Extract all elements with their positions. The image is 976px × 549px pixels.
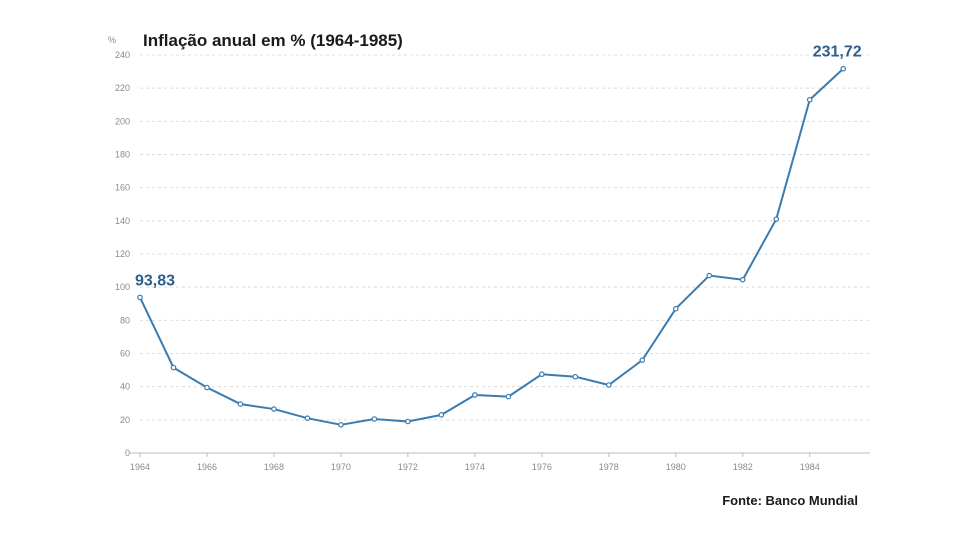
x-tick-label: 1966 [197, 462, 217, 472]
gridlines [140, 54, 870, 421]
data-point [204, 384, 210, 391]
data-point [137, 294, 143, 301]
data-point [639, 357, 646, 363]
source-label: Fonte: Banco Mundial [722, 493, 858, 508]
y-tick-label: 180 [115, 150, 130, 160]
x-tick-label: 1974 [465, 462, 485, 472]
data-point [706, 272, 713, 279]
chart-title: Inflação anual em % (1964-1985) [143, 31, 403, 50]
x-tick-label: 1984 [800, 462, 820, 472]
series-line [139, 67, 844, 426]
x-tick-label: 1968 [264, 462, 284, 472]
y-tick-label: 20 [120, 415, 130, 425]
y-tick-label: 80 [120, 315, 130, 325]
data-point [338, 422, 344, 428]
y-tick-label: 220 [115, 83, 130, 93]
data-point [840, 65, 847, 72]
data-point [371, 416, 378, 422]
data-point [773, 216, 780, 222]
data-point [304, 415, 311, 421]
data-point [505, 393, 512, 400]
data-label: 93,83 [135, 272, 175, 289]
data-point [472, 392, 478, 398]
data-point [739, 276, 746, 283]
x-tick-label: 1972 [398, 462, 418, 472]
y-tick-label: 240 [115, 50, 130, 60]
data-label: 231,72 [813, 44, 862, 61]
y-tick-label: 160 [115, 183, 130, 193]
x-axis-ticks: 1964 1966 1968 1970 1972 1974 1976 1978 1980 1982… [130, 453, 820, 472]
x-tick-label: 1976 [532, 462, 552, 472]
data-point [672, 305, 679, 312]
y-tick-label: 120 [115, 249, 130, 259]
data-labels: 93,83 231,72 [135, 44, 862, 290]
y-tick-label: 60 [120, 349, 130, 359]
y-axis-ticks: 0 20 40 60 80 100 120 140 160 180 200 220 240 [115, 50, 130, 458]
x-tick-label: 1980 [666, 462, 686, 472]
data-point [438, 412, 445, 418]
y-tick-label: 200 [115, 116, 130, 126]
data-point [405, 418, 411, 425]
y-tick-label: 40 [120, 382, 130, 392]
data-point [806, 96, 813, 103]
y-tick-label: 0 [125, 448, 130, 458]
y-tick-label: 100 [115, 282, 130, 292]
data-point [606, 382, 612, 388]
data-point [271, 406, 277, 412]
data-point [572, 373, 579, 380]
x-tick-label: 1982 [733, 462, 753, 472]
y-axis-unit-label: % [108, 35, 116, 45]
x-tick-label: 1970 [331, 462, 351, 472]
data-series [137, 65, 847, 428]
data-point [539, 371, 545, 378]
x-tick-label: 1978 [599, 462, 619, 472]
data-point [170, 364, 177, 371]
data-point [237, 401, 244, 407]
y-tick-label: 140 [115, 216, 130, 226]
x-tick-label: 1964 [130, 462, 150, 472]
